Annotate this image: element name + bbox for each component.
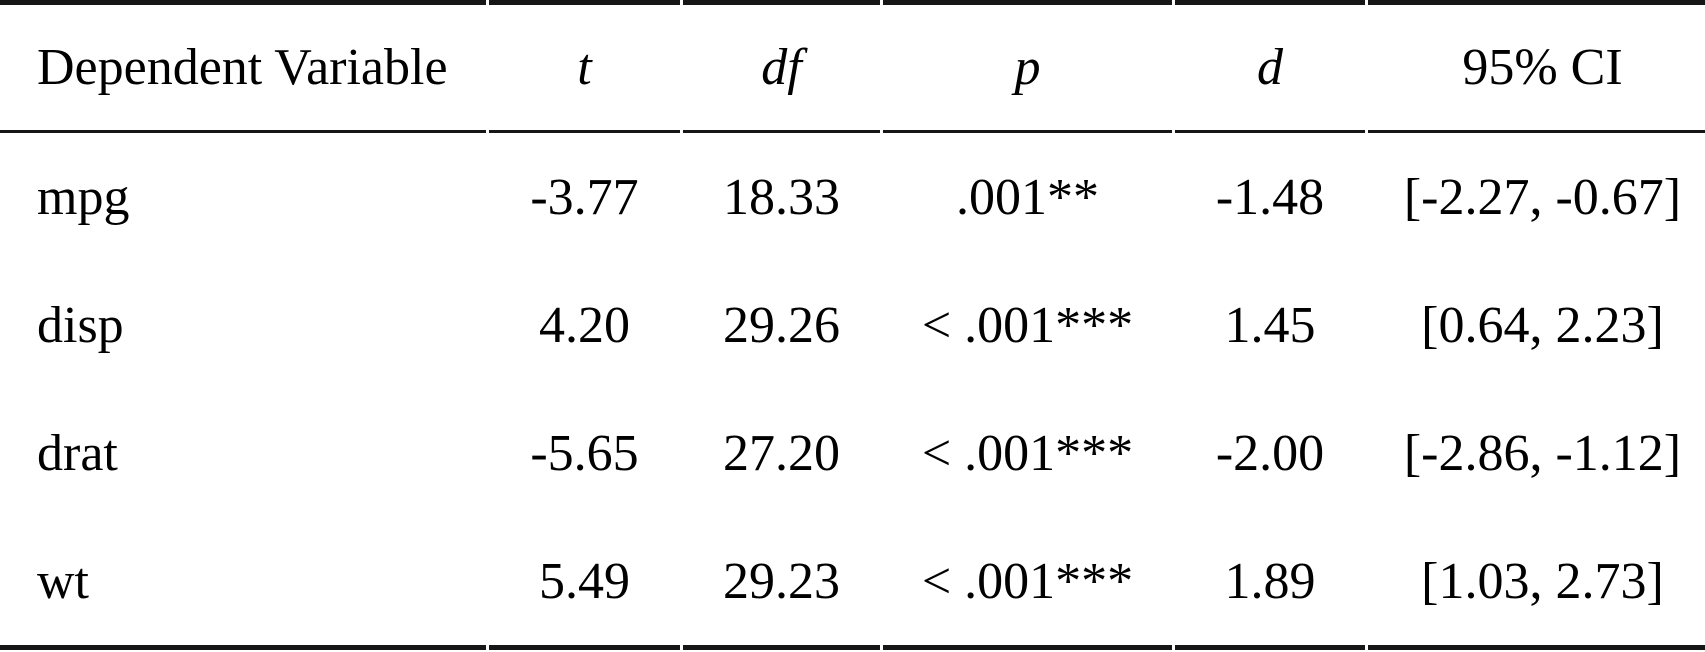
column-header-dependent-variable: Dependent Variable — [0, 0, 486, 133]
cell-95ci: [1.03, 2.73] — [1368, 517, 1705, 650]
cell-df: 27.20 — [723, 424, 840, 482]
table-row-mpg: mpg -3.77 18.33 .001** -1.48 [-2.27, -0.… — [0, 133, 1705, 261]
cell-t: -5.65 — [530, 424, 639, 482]
column-header-95ci: 95% CI — [1368, 0, 1705, 133]
cell-d: 1.45 — [1224, 296, 1316, 354]
table-row-drat: drat -5.65 27.20 < .001*** -2.00 [-2.86,… — [0, 389, 1705, 517]
cell-dependent-variable: drat — [37, 424, 118, 482]
column-header-d: d — [1175, 0, 1365, 133]
cell-t: 5.49 — [489, 517, 680, 650]
cell-dependent-variable: disp — [37, 296, 124, 354]
table-row-disp: disp 4.20 29.26 < .001*** 1.45 [0.64, 2.… — [0, 261, 1705, 389]
cell-p: < .001*** — [883, 517, 1172, 650]
cell-df: 29.26 — [723, 296, 840, 354]
cell-95ci: [0.64, 2.23] — [1421, 296, 1664, 354]
cell-p: < .001*** — [921, 296, 1134, 354]
cell-p: < .001*** — [921, 424, 1134, 482]
cell-d: -1.48 — [1215, 168, 1325, 226]
cell-d: -2.00 — [1215, 424, 1325, 482]
cell-dependent-variable: wt — [0, 517, 486, 650]
column-header-t: t — [489, 0, 680, 133]
table-row-wt: wt 5.49 29.23 < .001*** 1.89 [1.03, 2.73… — [0, 517, 1705, 650]
column-header-p: p — [883, 0, 1172, 133]
cell-df: 18.33 — [723, 168, 840, 226]
cell-p: .001** — [956, 168, 1099, 226]
cell-df: 29.23 — [683, 517, 880, 650]
cell-dependent-variable: mpg — [37, 168, 130, 226]
table-header-row: Dependent Variable t df p d 95% CI — [0, 0, 1705, 133]
cell-95ci: [-2.27, -0.67] — [1403, 168, 1682, 226]
cell-95ci: [-2.86, -1.12] — [1403, 424, 1682, 482]
cell-t: 4.20 — [539, 296, 630, 354]
cell-t: -3.77 — [530, 168, 639, 226]
cell-d: 1.89 — [1175, 517, 1365, 650]
column-header-df: df — [683, 0, 880, 133]
